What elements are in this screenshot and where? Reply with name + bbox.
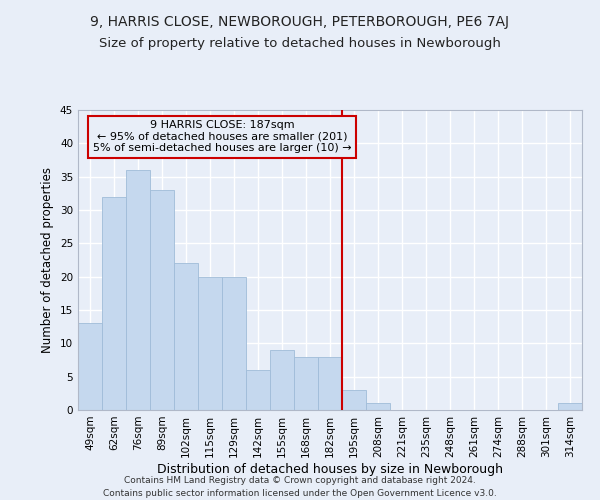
Bar: [294, 356, 318, 410]
Text: Contains HM Land Registry data © Crown copyright and database right 2024.
Contai: Contains HM Land Registry data © Crown c…: [103, 476, 497, 498]
Bar: [246, 370, 270, 410]
Bar: [150, 190, 174, 410]
Text: 9 HARRIS CLOSE: 187sqm
← 95% of detached houses are smaller (201)
5% of semi-det: 9 HARRIS CLOSE: 187sqm ← 95% of detached…: [92, 120, 352, 153]
Bar: [174, 264, 198, 410]
Bar: [126, 170, 150, 410]
Bar: [222, 276, 246, 410]
Bar: [198, 276, 222, 410]
Bar: [342, 390, 366, 410]
Bar: [318, 356, 342, 410]
Bar: [558, 404, 582, 410]
Bar: [270, 350, 294, 410]
Bar: [366, 404, 390, 410]
Bar: [78, 324, 102, 410]
Y-axis label: Number of detached properties: Number of detached properties: [41, 167, 55, 353]
X-axis label: Distribution of detached houses by size in Newborough: Distribution of detached houses by size …: [157, 462, 503, 475]
Bar: [102, 196, 126, 410]
Text: 9, HARRIS CLOSE, NEWBOROUGH, PETERBOROUGH, PE6 7AJ: 9, HARRIS CLOSE, NEWBOROUGH, PETERBOROUG…: [91, 15, 509, 29]
Text: Size of property relative to detached houses in Newborough: Size of property relative to detached ho…: [99, 38, 501, 51]
